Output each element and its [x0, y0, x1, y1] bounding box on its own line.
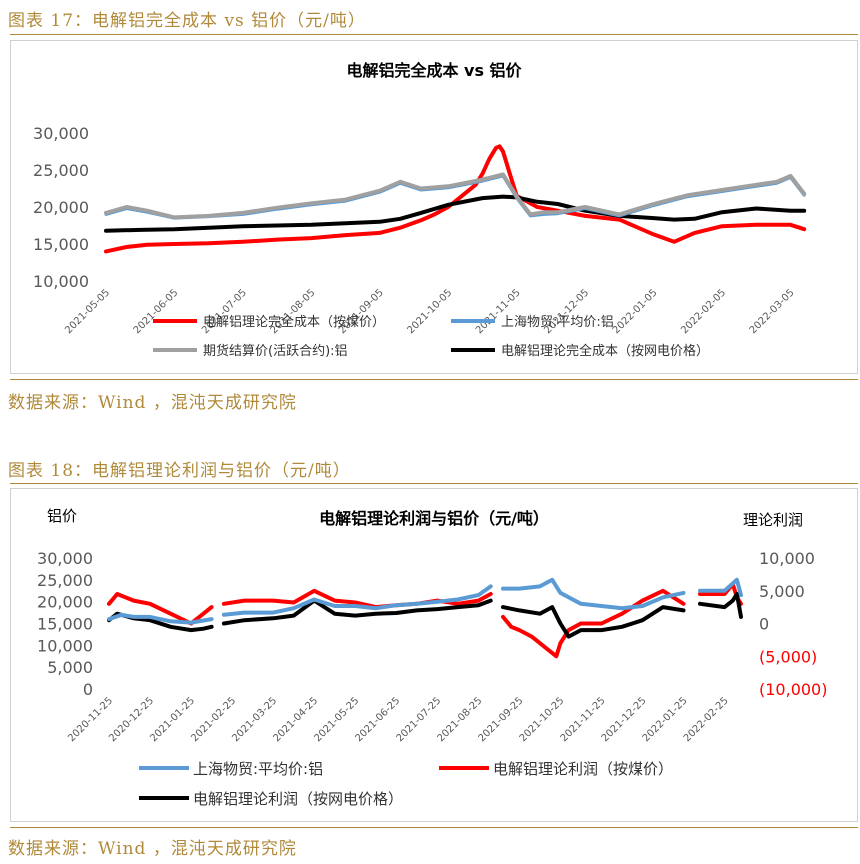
series-line — [104, 172, 807, 220]
y-tick-label: 25,000 — [33, 161, 89, 180]
y-right-tick-label: (5,000) — [759, 647, 817, 666]
legend-label: 上海物贸:平均价:铝 — [193, 760, 323, 778]
series-line — [221, 588, 493, 610]
y-tick-label: 20,000 — [33, 198, 89, 217]
y-left-axis-label: 铝价 — [47, 507, 77, 525]
figure-17-bottom-rule — [10, 379, 858, 380]
y-left-tick-label: 25,000 — [37, 571, 93, 590]
series-line — [104, 174, 806, 220]
legend-label: 电解铝理论完全成本（按网电价格） — [501, 343, 709, 359]
series-line — [501, 577, 686, 611]
x-tick-label: 2021-05-05 — [63, 287, 112, 336]
series-line — [104, 194, 807, 233]
chart-2: 电解铝理论利润与铝价（元/吨） 铝价 理论利润 0 5,000 10,000 15,000 2… — [37, 507, 827, 808]
series-line — [501, 605, 686, 639]
series-line — [501, 588, 686, 659]
figure-18-source: 数据来源：Wind ，混沌天成研究院 — [8, 839, 297, 859]
y-right-tick-label: 0 — [759, 615, 769, 634]
figure-18-bottom-rule — [10, 827, 858, 828]
y-left-tick-label: 20,000 — [37, 593, 93, 612]
chart-2-title: 电解铝理论利润与铝价（元/吨） — [319, 509, 549, 528]
x-tick-label: 2022-03-05 — [748, 287, 797, 336]
legend-label: 电解铝理论完全成本（按煤价） — [203, 314, 385, 330]
chart-1-panel: 电解铝完全成本 vs 铝价 10,000 15,000 20,000 25,000 30,… — [10, 40, 858, 374]
series-line — [221, 584, 493, 617]
x-tick-label: 2022-02-05 — [679, 287, 728, 336]
figure-18-top-rule — [10, 483, 858, 484]
y-tick-label: 30,000 — [33, 124, 89, 143]
x-tick-label: 2021-10-05 — [405, 287, 454, 336]
figure-17-source: 数据来源：Wind ，混沌天成研究院 — [8, 393, 297, 413]
y-right-tick-label: 5,000 — [759, 582, 805, 601]
y-right-tick-label: (10,000) — [759, 680, 827, 699]
y-tick-label: 10,000 — [33, 272, 89, 291]
legend-label: 上海物贸:平均价:铝 — [501, 315, 614, 330]
y-right-axis-label: 理论利润 — [743, 511, 803, 529]
series-line — [107, 612, 214, 625]
series-line — [107, 592, 214, 626]
series-line — [221, 598, 493, 626]
chart-1: 电解铝完全成本 vs 铝价 10,000 15,000 20,000 25,000 30,… — [33, 61, 807, 359]
y-left-tick-label: 5,000 — [47, 658, 93, 677]
y-left-tick-label: 15,000 — [37, 615, 93, 634]
y-left-tick-label: 0 — [83, 680, 93, 699]
y-tick-label: 15,000 — [33, 235, 89, 254]
x-tick-label: 2022-01-05 — [611, 287, 660, 336]
series-line — [698, 592, 743, 619]
legend-label: 期货结算价(活跃合约):铝 — [203, 343, 348, 359]
y-left-tick-label: 30,000 — [37, 549, 93, 568]
x-tick-label: 2021-06-05 — [132, 287, 181, 336]
chart-2-panel: 电解铝理论利润与铝价（元/吨） 铝价 理论利润 0 5,000 10,000 15,000 2… — [10, 488, 858, 822]
y-right-tick-label: 10,000 — [759, 549, 815, 568]
figure-17-heading: 图表 17：电解铝完全成本 vs 铝价（元/吨） — [8, 11, 366, 31]
figure-18-heading: 图表 18：电解铝理论利润与铝价（元/吨） — [8, 461, 351, 481]
figure-17-top-rule — [10, 34, 858, 35]
chart-1-title: 电解铝完全成本 vs 铝价 — [346, 61, 522, 80]
series-line — [104, 144, 807, 254]
legend-label: 电解铝理论利润（按煤价） — [493, 760, 673, 778]
legend-label: 电解铝理论利润（按网电价格） — [193, 790, 403, 808]
series-line — [698, 577, 743, 598]
y-left-tick-label: 10,000 — [37, 636, 93, 655]
